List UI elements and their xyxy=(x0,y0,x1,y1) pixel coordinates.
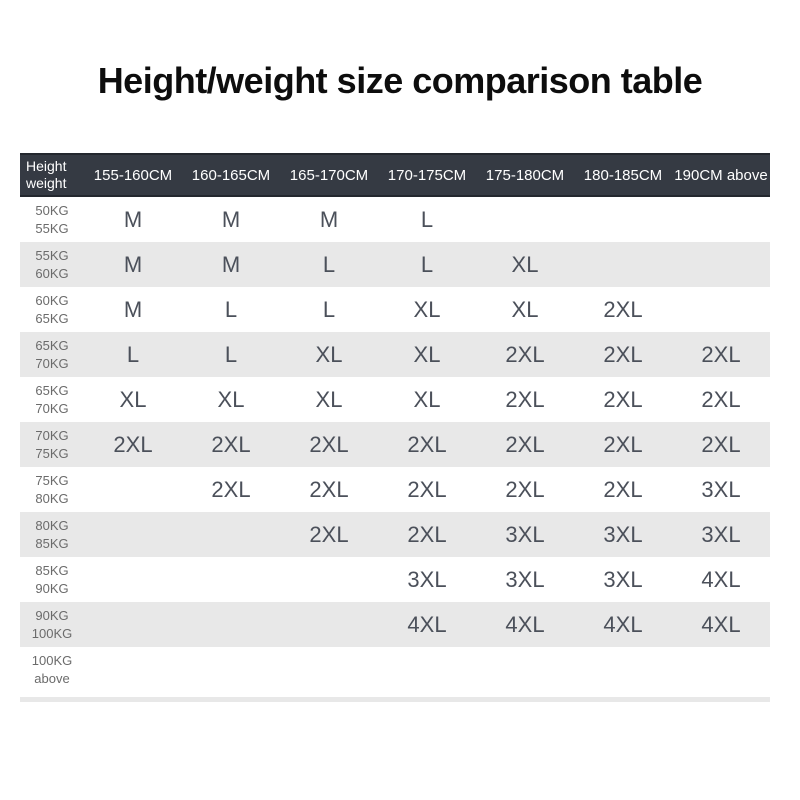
size-cell: L xyxy=(126,341,140,367)
size-cell: 3XL xyxy=(603,566,643,592)
table-row: 65KG 70KG XL XL XL XL 2XL 2XL 2XL xyxy=(20,377,770,422)
size-cell: 2XL xyxy=(701,341,741,367)
table-row: 65KG 70KG L L XL XL 2XL 2XL 2XL xyxy=(20,332,770,377)
size-cell: 4XL xyxy=(701,611,741,637)
size-cell: 2XL xyxy=(505,476,545,502)
size-cell: 3XL xyxy=(603,521,643,547)
column-header-7: 190CM above xyxy=(674,166,768,184)
size-cell: 2XL xyxy=(701,386,741,412)
corner-header: Height weight xyxy=(20,158,84,193)
size-cell: 2XL xyxy=(701,431,741,457)
size-cell: M xyxy=(123,251,143,277)
size-cell: M xyxy=(123,296,143,322)
size-cell: 4XL xyxy=(701,566,741,592)
column-header-1: 155-160CM xyxy=(93,166,173,184)
size-cell: L xyxy=(322,296,336,322)
size-cell: M xyxy=(221,206,241,232)
size-cell: L xyxy=(420,206,434,232)
table-row: 75KG 80KG 2XL 2XL 2XL 2XL 2XL 3XL xyxy=(20,467,770,512)
size-cell: 4XL xyxy=(407,611,447,637)
size-table-body: 50KG 55KG M M M L 55KG 60KG M M L L XL 60KG 65KG M L L XL X… xyxy=(20,197,770,692)
size-cell: L xyxy=(322,251,336,277)
size-cell: 2XL xyxy=(505,386,545,412)
size-cell: 2XL xyxy=(407,521,447,547)
weight-range-label: 65KG 70KG xyxy=(35,337,69,371)
size-cell: 3XL xyxy=(505,566,545,592)
size-cell: 2XL xyxy=(505,341,545,367)
size-cell: 2XL xyxy=(309,431,349,457)
size-cell: 2XL xyxy=(603,476,643,502)
column-header-3: 165-170CM xyxy=(289,166,369,184)
column-header-4: 170-175CM xyxy=(387,166,467,184)
weight-range-label: 60KG 65KG xyxy=(35,292,69,326)
size-cell: L xyxy=(420,251,434,277)
weight-range-label: 85KG 90KG xyxy=(35,562,69,596)
size-cell: 3XL xyxy=(701,521,741,547)
size-table: Height weight 155-160CM 160-165CM 165-170C… xyxy=(20,153,770,702)
size-cell: XL xyxy=(511,296,539,322)
size-cell: 2XL xyxy=(309,521,349,547)
size-cell: XL xyxy=(315,386,343,412)
size-cell: XL xyxy=(511,251,539,277)
size-cell: 2XL xyxy=(603,341,643,367)
size-cell: XL xyxy=(413,296,441,322)
size-cell: XL xyxy=(413,341,441,367)
table-row: 70KG 75KG 2XL 2XL 2XL 2XL 2XL 2XL 2XL xyxy=(20,422,770,467)
column-header-2: 160-165CM xyxy=(191,166,271,184)
corner-header-line1: Height xyxy=(26,157,67,174)
size-cell: XL xyxy=(413,386,441,412)
size-cell: 3XL xyxy=(505,521,545,547)
size-cell: 3XL xyxy=(701,476,741,502)
weight-range-label: 75KG 80KG xyxy=(35,472,69,506)
size-cell: 2XL xyxy=(505,431,545,457)
size-cell: 2XL xyxy=(113,431,153,457)
size-cell: 2XL xyxy=(603,296,643,322)
size-cell: M xyxy=(221,251,241,277)
size-cell: 2XL xyxy=(603,431,643,457)
size-cell: L xyxy=(224,296,238,322)
size-cell: 2XL xyxy=(407,431,447,457)
weight-range-label: 100KG above xyxy=(31,652,73,686)
size-cell: 2XL xyxy=(211,476,251,502)
weight-range-label: 50KG 55KG xyxy=(35,202,69,236)
table-row: 90KG 100KG 4XL 4XL 4XL 4XL xyxy=(20,602,770,647)
size-cell: 4XL xyxy=(603,611,643,637)
size-cell: M xyxy=(123,206,143,232)
size-cell: 2XL xyxy=(603,386,643,412)
size-cell: XL xyxy=(315,341,343,367)
weight-range-label: 90KG 100KG xyxy=(31,607,73,641)
table-bottom-strip xyxy=(20,697,770,702)
table-row: 85KG 90KG 3XL 3XL 3XL 4XL xyxy=(20,557,770,602)
corner-header-line2: weight xyxy=(26,175,67,191)
size-cell: 2XL xyxy=(407,476,447,502)
table-row: 55KG 60KG M M L L XL xyxy=(20,242,770,287)
size-cell: M xyxy=(319,206,339,232)
table-row: 50KG 55KG M M M L xyxy=(20,197,770,242)
table-row: 60KG 65KG M L L XL XL 2XL xyxy=(20,287,770,332)
size-cell: XL xyxy=(119,386,147,412)
table-row: 100KG above xyxy=(20,647,770,692)
weight-range-label: 70KG 75KG xyxy=(35,427,69,461)
size-cell: 2XL xyxy=(211,431,251,457)
size-cell: XL xyxy=(217,386,245,412)
table-row: 80KG 85KG 2XL 2XL 3XL 3XL 3XL xyxy=(20,512,770,557)
weight-range-label: 65KG 70KG xyxy=(35,382,69,416)
page-title: Height/weight size comparison table xyxy=(97,60,703,101)
column-header-5: 175-180CM xyxy=(485,166,565,184)
weight-range-label: 55KG 60KG xyxy=(35,247,69,281)
size-cell: 2XL xyxy=(309,476,349,502)
size-cell: 4XL xyxy=(505,611,545,637)
column-header-6: 180-185CM xyxy=(583,166,663,184)
weight-range-label: 80KG 85KG xyxy=(35,517,69,551)
table-header-row: Height weight 155-160CM 160-165CM 165-170C… xyxy=(20,153,770,197)
size-cell: 3XL xyxy=(407,566,447,592)
size-cell: L xyxy=(224,341,238,367)
